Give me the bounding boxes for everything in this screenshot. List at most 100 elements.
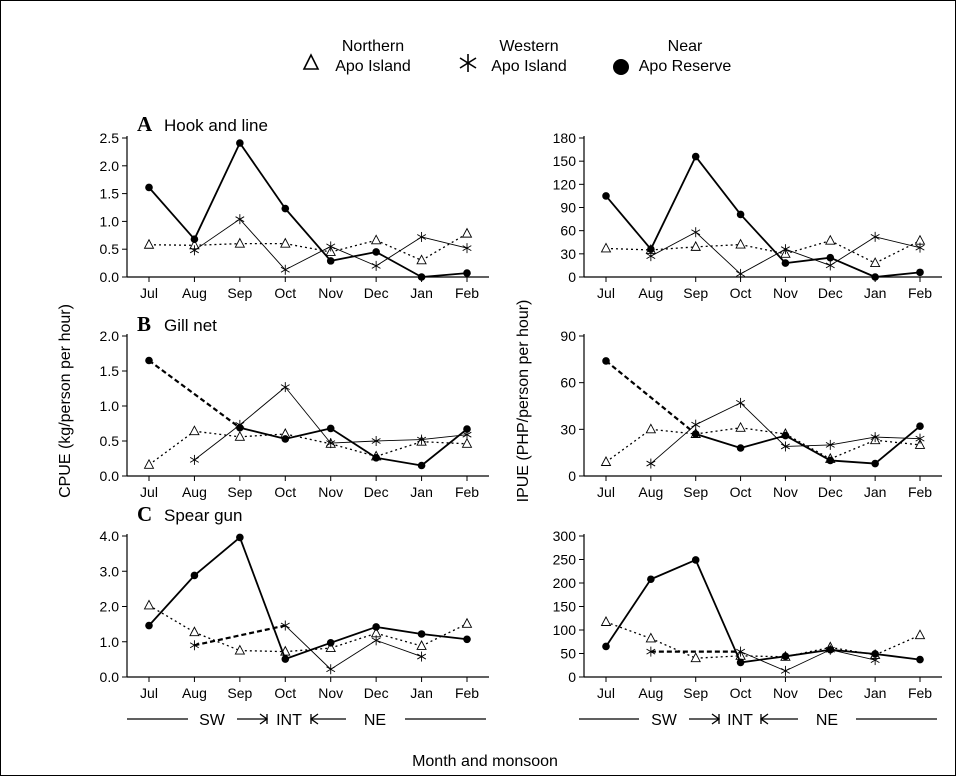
point-asterisk (280, 620, 290, 631)
series-segment (875, 436, 921, 440)
x-tick-label: Jan (864, 685, 887, 701)
panel-name-b: Gill net (164, 316, 217, 335)
series-segment (695, 243, 741, 248)
series-segment (148, 244, 195, 246)
point-circle (691, 152, 700, 161)
series-segment (421, 233, 468, 261)
series-segment (239, 218, 286, 271)
series-segment (740, 427, 786, 435)
x-tick-label: Jul (597, 685, 615, 701)
series-segment (830, 459, 876, 465)
series-segment (148, 574, 196, 627)
point-triangle (280, 237, 291, 248)
series-segment (740, 434, 786, 449)
series-segment (784, 434, 831, 462)
asterisk-stroke (417, 436, 427, 443)
asterisk-stroke (189, 457, 199, 463)
x-tick-label: Sep (227, 484, 252, 500)
point-circle (236, 139, 244, 147)
panel-letter-a: A (137, 112, 153, 136)
series-segment (785, 444, 831, 447)
series-segment (650, 637, 696, 659)
point-triangle (189, 425, 200, 436)
monsoon-sw-left: SW (199, 712, 226, 729)
point-triangle (461, 617, 473, 628)
y-tick-label: 30 (560, 246, 576, 262)
series-western-apo-island (189, 382, 472, 465)
circle-marker-icon (613, 59, 629, 75)
series-segment (239, 142, 287, 210)
series-segment (695, 655, 741, 659)
legend: Northern Apo Island Western Apo Island N… (302, 38, 732, 75)
panel-title-a: A Hook and line (137, 112, 268, 136)
y-tick-label: 0.5 (100, 433, 120, 449)
point-triangle (416, 640, 427, 650)
x-tick-label: Dec (818, 285, 843, 301)
x-tick-label: Oct (730, 484, 752, 500)
point-triangle (234, 644, 246, 655)
y-tick-label: 1.0 (100, 634, 120, 650)
series-segment (194, 218, 241, 251)
legend-label-near-2: Apo Reserve (639, 58, 732, 75)
series-segment (695, 155, 742, 216)
y-tick-label: 150 (553, 599, 577, 615)
point-asterisk (371, 436, 381, 446)
x-tick-label: Nov (773, 285, 798, 301)
series-segment (330, 251, 377, 262)
series-segment (375, 639, 422, 657)
point-circle (781, 259, 790, 267)
panel-title-c: C Spear gun (137, 502, 242, 526)
asterisk-stroke (371, 637, 381, 644)
point-circle (463, 425, 471, 433)
point-asterisk (326, 438, 336, 449)
series-segment (194, 242, 240, 246)
x-tick-label: Aug (182, 285, 207, 301)
point-circle (236, 423, 244, 432)
x-tick-label: Dec (818, 685, 843, 701)
x-tick-label: Nov (318, 685, 343, 701)
y-tick-label: 2.5 (100, 130, 120, 146)
point-triangle (189, 626, 200, 637)
x-tick-label: Jan (410, 484, 433, 500)
series-near-apo-reserve (602, 556, 924, 667)
point-asterisk (915, 242, 925, 253)
asterisk-stroke (462, 431, 472, 438)
series-segment (785, 648, 831, 658)
series-segment (193, 536, 241, 577)
point-circle (463, 635, 471, 644)
point-asterisk (780, 441, 790, 452)
legend-label-northern-1: Northern (342, 38, 404, 55)
x-tick-label: Oct (730, 285, 752, 301)
series-segment (285, 243, 331, 253)
series-segment (605, 578, 652, 647)
point-circle (691, 556, 700, 564)
series-near-apo-reserve (145, 139, 471, 281)
legend-label-western-2: Apo Island (491, 58, 567, 75)
point-triangle (869, 257, 881, 268)
series-segment (695, 433, 741, 449)
y-tick-label: 0 (568, 269, 576, 285)
asterisk-stroke (870, 434, 880, 441)
point-circle (281, 204, 290, 213)
y-tick-label: 2.0 (100, 599, 120, 615)
monsoon-bar-left (127, 713, 486, 725)
y-tick-label: 60 (560, 223, 576, 239)
chart-c-cpue: 0.0 1.0 2.0 3.0 4.0 Jul Aug Sep Oct Nov Dec Jan Feb (100, 528, 489, 701)
point-triangle (645, 423, 657, 434)
panel-name-a: Hook and line (164, 116, 268, 135)
series-segment (330, 626, 377, 644)
series-western-apo-island (189, 214, 472, 275)
series-segment (830, 649, 876, 661)
legend-label-western-1: Western (499, 38, 558, 55)
point-circle (647, 245, 655, 253)
point-asterisk (691, 227, 701, 238)
series-segment (285, 433, 331, 445)
y-tick-label: 0.0 (100, 269, 120, 285)
point-triangle (600, 242, 612, 253)
asterisk-stroke (280, 384, 290, 390)
asterisk-stroke (915, 435, 925, 442)
charts: 0.0 0.5 1.0 1.5 2.0 2.5 Jul Aug Sep Oct Nov Dec Jan F… (100, 130, 942, 701)
point-circle (326, 257, 335, 265)
x-tick-label: Jan (864, 484, 887, 500)
monsoon-sw-right: SW (651, 712, 678, 729)
